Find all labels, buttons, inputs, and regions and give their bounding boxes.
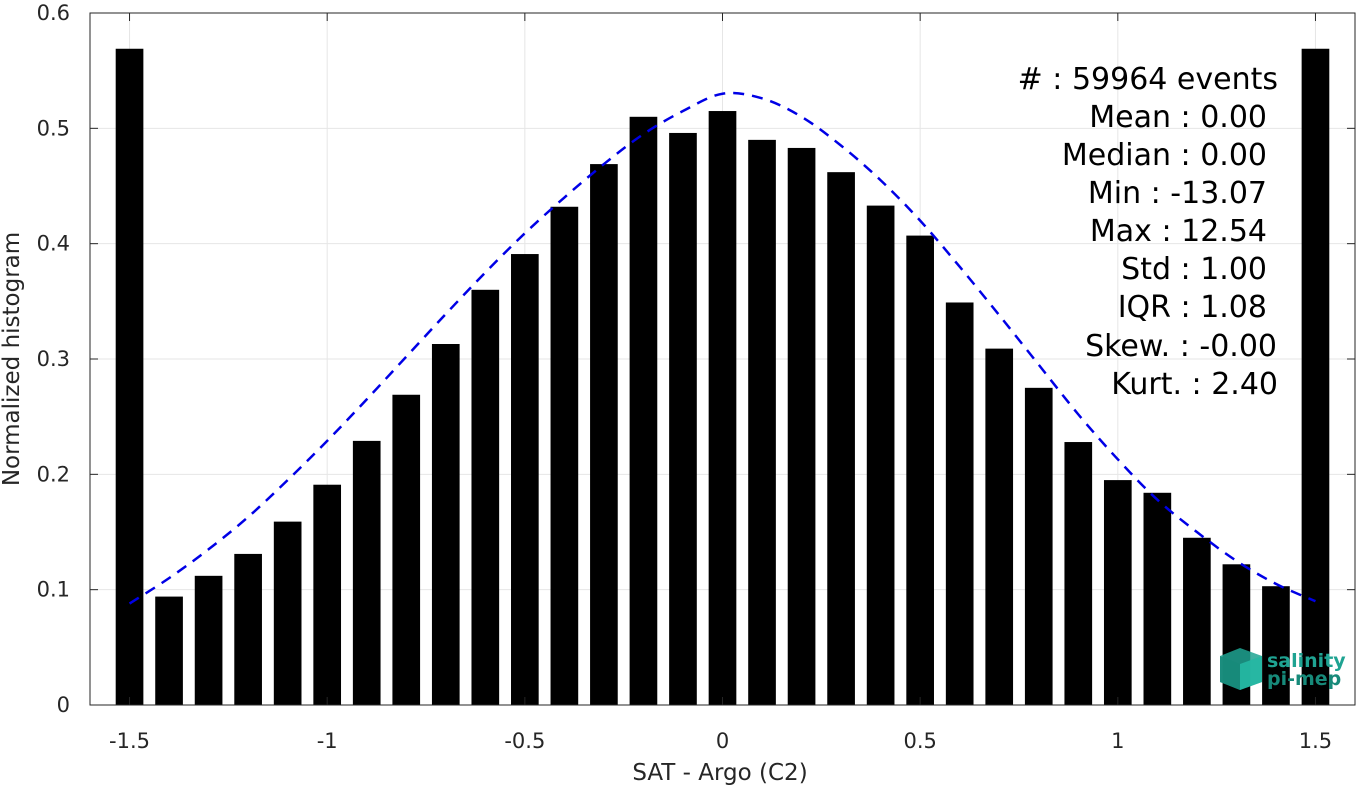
- logo-text-salinity: salinity: [1267, 650, 1346, 672]
- histogram-bar: [906, 235, 934, 706]
- histogram-bar: [985, 348, 1014, 705]
- histogram-bar: [194, 575, 223, 705]
- histogram-bar: [629, 116, 658, 706]
- histogram-bar: [273, 521, 302, 705]
- histogram-bar: [787, 147, 816, 705]
- stat-count: # : 59964 events: [1018, 62, 1278, 97]
- histogram-bar: [1024, 387, 1053, 705]
- histogram-bar: [748, 139, 776, 705]
- y-axis-label: Normalized histogram: [0, 232, 25, 486]
- y-tick-label: 0.5: [37, 116, 70, 140]
- x-tick-label: 1.5: [1299, 729, 1332, 753]
- y-tick-label: 0.6: [37, 1, 70, 25]
- y-tick-label: 0.3: [37, 347, 70, 371]
- x-tick-label: -0.5: [504, 729, 545, 753]
- bars: [115, 48, 1330, 706]
- salinity-pi-mep-logo: salinity pi-mep: [1220, 648, 1346, 690]
- logo-text-pi-mep: pi-mep: [1267, 668, 1341, 690]
- x-tick-label: 0.5: [903, 729, 936, 753]
- y-tick-label: 0.1: [37, 578, 70, 602]
- histogram-bar: [392, 394, 421, 705]
- stat-mean: Mean : 0.00: [1089, 100, 1267, 135]
- histogram-bar: [1143, 492, 1172, 705]
- histogram-bar: [827, 172, 855, 705]
- normal-fit-curve: [128, 91, 1316, 605]
- stat-skewness: Skew. : -0.00: [1085, 329, 1277, 364]
- y-axis-ticks: 0 0.1 0.2 0.3 0.4 0.5 0.6: [37, 1, 1355, 717]
- stat-std: Std : 1.00: [1121, 252, 1267, 287]
- histogram-bar: [1183, 537, 1211, 705]
- histogram-bar: [1064, 442, 1093, 705]
- stat-max: Max : 12.54: [1090, 214, 1267, 249]
- histogram-bar: [234, 553, 262, 705]
- logo-cube-icon: [1220, 648, 1262, 690]
- histogram-bar: [511, 254, 539, 705]
- histogram-bar: [550, 206, 579, 705]
- histogram-bar: [313, 484, 342, 705]
- histogram-bar: [155, 596, 183, 705]
- x-axis-label: SAT - Argo (C2): [632, 760, 807, 786]
- histogram-bar: [866, 205, 895, 705]
- stat-iqr: IQR : 1.08: [1118, 290, 1267, 325]
- histogram-bar: [708, 111, 737, 706]
- stats-annotation: # : 59964 events Mean : 0.00 Median : 0.…: [1018, 62, 1278, 402]
- histogram-bar: [1301, 48, 1330, 705]
- histogram-bar: [590, 164, 618, 705]
- histogram-bar: [471, 289, 500, 705]
- y-tick-label: 0.4: [37, 232, 70, 256]
- stat-min: Min : -13.07: [1088, 176, 1267, 211]
- histogram-bar: [431, 344, 460, 705]
- x-tick-label: 0: [716, 729, 729, 753]
- histogram-bar: [945, 302, 974, 705]
- x-axis-ticks: -1.5 -1 -0.5 0 0.5 1 1.5: [109, 13, 1332, 753]
- histogram-bar: [352, 440, 381, 705]
- histogram-bar: [1103, 480, 1132, 705]
- x-tick-label: -1.5: [109, 729, 150, 753]
- y-tick-label: 0.2: [37, 462, 70, 486]
- histogram-bar: [1262, 586, 1290, 705]
- histogram-bar: [115, 48, 144, 705]
- histogram-bar: [669, 132, 697, 706]
- x-tick-label: 1: [1111, 729, 1124, 753]
- stat-kurtosis: Kurt. : 2.40: [1111, 367, 1278, 402]
- stat-median: Median : 0.00: [1062, 138, 1267, 173]
- x-tick-label: -1: [317, 729, 338, 753]
- y-tick-label: 0: [57, 693, 70, 717]
